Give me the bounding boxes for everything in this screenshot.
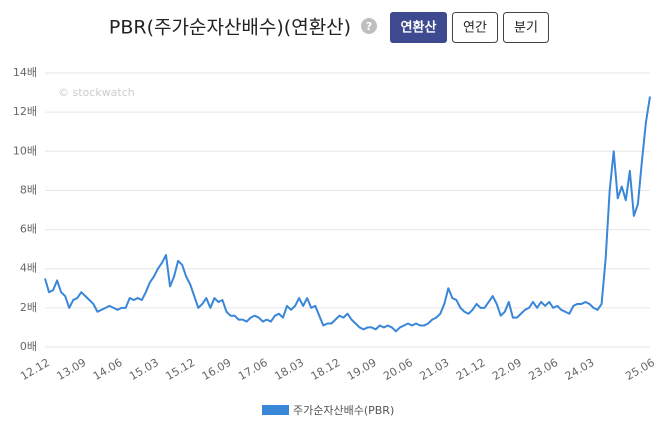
button-annual-label[interactable]: 연간 xyxy=(463,21,487,36)
x-tick-label: 18.03 xyxy=(272,356,306,383)
x-tick-label: 13.09 xyxy=(55,356,89,383)
y-tick-label: 4배 xyxy=(20,262,37,275)
x-tick-label: 24.03 xyxy=(563,356,597,383)
chart-title: PBR(주가순자산배수)(연환산) xyxy=(109,17,351,39)
button-quarter-label[interactable]: 분기 xyxy=(514,21,538,36)
y-tick-label: 2배 xyxy=(20,301,37,314)
x-tick-label: 15.12 xyxy=(163,356,197,383)
x-tick-label: 21.12 xyxy=(454,356,488,383)
x-tick-label: 23.06 xyxy=(526,356,560,383)
series-line xyxy=(44,96,651,333)
x-tick-label: 16.09 xyxy=(200,356,234,383)
y-tick-label: 0배 xyxy=(20,340,37,353)
x-tick-label: 17.06 xyxy=(236,356,270,383)
y-tick-label: 6배 xyxy=(20,223,37,236)
legend-swatch xyxy=(262,405,289,415)
y-tick-label: 10배 xyxy=(13,144,37,157)
y-tick-label: 8배 xyxy=(20,183,37,196)
x-tick-label: 22.09 xyxy=(490,356,524,383)
y-tick-label: 14배 xyxy=(13,66,37,79)
x-tick-label: 18.12 xyxy=(309,356,343,383)
x-tick-label: 20.06 xyxy=(381,356,415,383)
x-tick-label: 12.12 xyxy=(18,356,52,383)
x-tick-label: 25.06 xyxy=(623,356,657,383)
help-icon-bg[interactable] xyxy=(361,18,377,34)
button-annualized-label[interactable]: 연환산 xyxy=(401,20,437,36)
button-annualized[interactable] xyxy=(390,12,447,43)
x-tick-label: 21.03 xyxy=(418,356,452,383)
help-icon[interactable]: ? xyxy=(366,20,372,33)
button-quarter[interactable] xyxy=(503,12,549,43)
y-tick-label: 12배 xyxy=(13,105,37,118)
x-tick-label: 15.03 xyxy=(127,356,161,383)
watermark: © stockwatch xyxy=(58,86,135,99)
x-tick-label: 14.06 xyxy=(91,356,125,383)
legend-label: 주가순자산배수(PBR) xyxy=(293,404,394,417)
button-annual[interactable] xyxy=(452,12,498,43)
x-tick-label: 19.09 xyxy=(345,356,379,383)
